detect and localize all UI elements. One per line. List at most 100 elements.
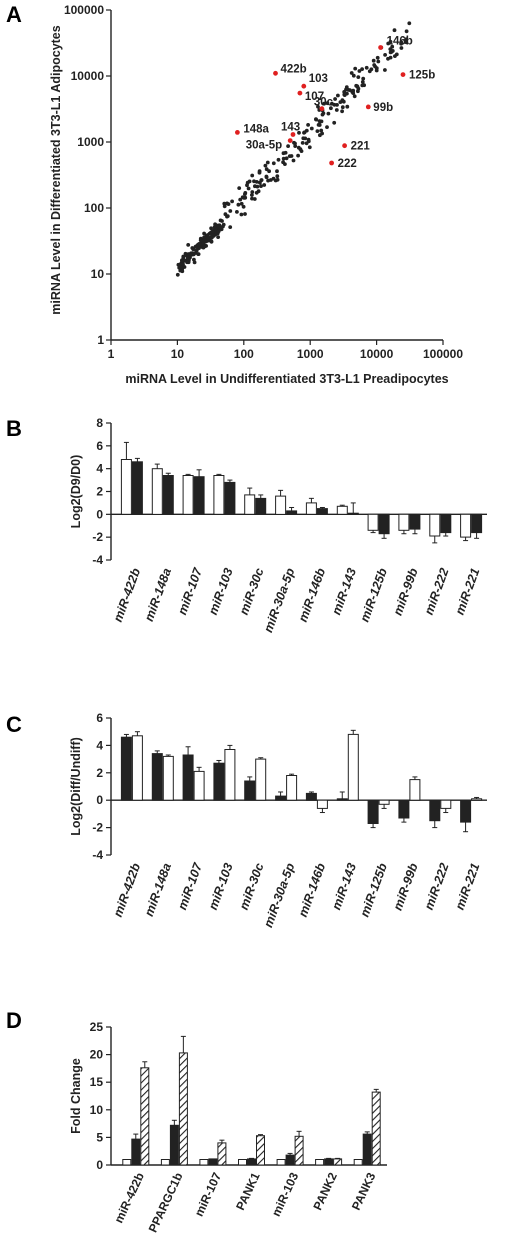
scatter-point [262,183,267,187]
scatter-point [360,67,364,71]
scatter-point [351,91,356,95]
scatter-point [175,272,180,277]
scatter-point [399,46,404,50]
y-tick-label: 6 [96,439,103,453]
scatter-point [273,178,278,183]
scatter-point [349,71,354,75]
point-label-99b: 99b [373,102,393,114]
scatter-point [221,222,226,227]
bar-miR-30c-s0 [244,780,256,801]
point-label-148a: 148a [243,123,269,135]
category-label-miR-30a-5p: miR-30a-5p [261,566,297,634]
scatter-point [230,199,235,204]
scatter-point [306,123,310,127]
scatter-point [383,53,387,57]
bar-miR-422b-s1 [131,735,143,801]
bar-PPARGC1b-s2 [178,1052,188,1166]
highlighted-point-99b [365,104,371,110]
bar-miR-99b-s0 [398,799,410,819]
scatter-point [205,236,210,241]
x-axis-label: miRNA Level in Undifferentiated 3T3-L1 P… [125,372,448,386]
scatter-point [185,260,190,265]
y-axis-label: miRNA Level in Differentiated 3T3-L1 Adi… [49,25,63,314]
bar-miR-221-s0 [460,799,472,823]
bar-miR-30a-5p-s1 [286,510,298,515]
category-label-miR-107: miR-107 [175,860,205,911]
bar-miR-222-s1 [440,513,452,534]
scatter-point [345,91,349,96]
bar-miR-99b-s0 [398,513,410,531]
scatter-point [386,41,391,46]
scatter-point [281,156,286,161]
y-tick-label: -4 [92,553,103,567]
category-label-PPARGC1b: PPARGC1b [146,1170,186,1234]
scatter-point [306,139,311,144]
y-tick-label: 100 [84,201,104,215]
scatter-point [340,98,345,103]
point-label-143: 143 [281,121,300,133]
scatter-point [216,235,221,240]
scatter-point [246,186,251,191]
y-tick-label: -4 [92,848,103,862]
highlighted-point-221 [342,143,347,149]
y-tick-label: 25 [90,1020,104,1034]
y-tick-label: 20 [90,1048,104,1062]
scatter-point [252,197,257,201]
scatter-point [307,145,312,150]
scatter-point [326,111,331,116]
y-tick-label: -2 [92,821,103,835]
bar-PANK3-s2 [371,1091,381,1166]
bar-miR-222-s1 [440,799,452,809]
panel-letter-a: A [6,2,22,27]
y-tick-label: -2 [92,530,103,544]
scatter-point [404,29,409,34]
scatter-point [242,196,247,200]
bar-PANK2-s1 [324,1158,334,1166]
bar-miR-103-s0 [276,1159,286,1166]
scatter-chart-panel-a: 1 10 100 1000 10000 100000 1 10 100 1000 10000 1000… [49,3,463,386]
category-label-miR-146b: miR-146b [296,566,329,624]
category-label-miR-221: miR-221 [453,566,483,617]
category-label-miR-143: miR-143 [329,861,359,912]
bar-miR-221-s1 [471,513,483,534]
bar-miR-103-s0 [213,762,225,801]
scatter-point [222,204,227,209]
category-label-miR-30c: miR-30c [237,566,267,617]
bar-miR-148a-s0 [151,753,163,801]
scatter-point [223,212,228,217]
bar-miR-107-s0 [182,475,194,515]
scatter-point [399,40,404,45]
scatter-point [264,167,269,172]
highlighted-point-103 [301,83,307,89]
scatter-point [360,80,365,84]
scatter-point [296,153,300,158]
scatter-point [340,105,345,110]
bar-miR-103-s1 [224,481,236,515]
category-label-PANK2: PANK2 [310,1170,340,1212]
scatter-point [371,58,376,63]
scatter-point [225,201,230,206]
category-label-miR-99b: miR-99b [391,566,421,617]
scatter-point [293,141,297,146]
scatter-point [250,193,254,197]
scatter-point [286,144,290,149]
scatter-point [257,170,262,175]
highlighted-point-30a-5p [287,138,293,144]
highlighted-point-148a [235,130,240,135]
scatter-point [236,202,241,207]
category-label-miR-222: miR-222 [422,566,452,617]
panel-letter-b: B [6,416,22,441]
highlighted-point-125b [400,72,406,77]
scatter-point [309,126,314,131]
scatter-point [211,229,215,234]
panel-letter-d: D [6,1008,22,1033]
scatter-point [404,40,409,45]
bar-miR-143-s1 [347,733,359,801]
y-tick-label: 4 [96,462,103,476]
scatter-point [263,163,268,168]
scatter-point [304,128,309,133]
category-label-miR-103: miR-103 [206,861,236,912]
scatter-point [329,106,333,111]
